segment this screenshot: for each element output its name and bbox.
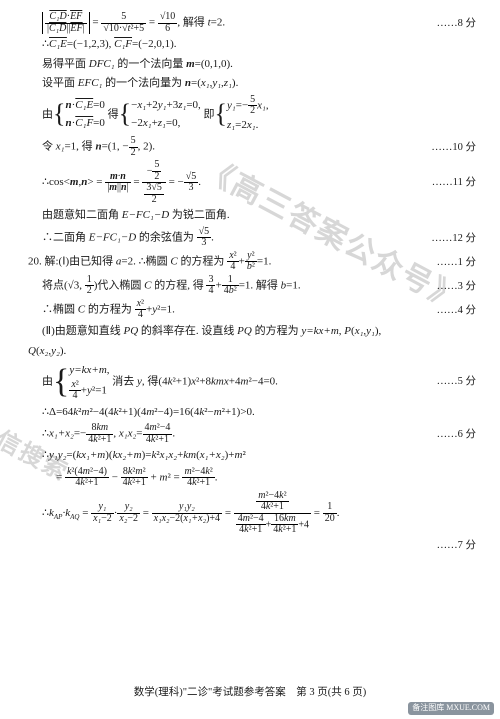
line-11: 将点(√3, 12)代入椭圆 C 的方程, 得 34+14b²=1. 解得 b=… [42,275,301,297]
line-1: C₁D·EF|C₁D||EF| = 5√10·√t²+5 = √106, 解得 … [42,12,225,34]
line-16: ∴x₁+x₂=−8km4k²+1, x₁x₂=4m²−44k²+1. [42,423,175,445]
line-19: ∴kAP·kAQ = y₁x₁−2·y₂x₂−2 = y₁y₂x₁x₂−2(x₁… [42,491,340,536]
score-6: ……6 分 [429,427,476,444]
line-5: 由{n·C₁E=0n·C₁F=0 得{−x₁+2y₁+3z₁=0,−2x₁+z₁… [42,95,269,135]
line-7: ∴cos<m,n> = m·n|m||n| = −523√52 = −√53. [42,160,201,205]
line-4: 设平面 EFC₁ 的一个法向量为 n=(x₁,y₁,z₁). [42,75,238,93]
line-13: (Ⅱ)由题意知直线 PQ 的斜率存在. 设直线 PQ 的方程为 y=kx+m, … [42,323,381,341]
line-8: 由题意知二面角 E−FC₁−D 为锐二面角. [42,207,230,225]
line-3: 易得平面 DFC₁ 的一个法向量 m=(0,1,0). [42,56,233,74]
score-5: ……5 分 [429,374,476,391]
score-7: ……7 分 [429,538,476,555]
line-12: ∴椭圆 C 的方程为 x²4+y²=1. [42,299,175,321]
line-9: ∴二面角 E−FC₁−D 的余弦值为 √53. [42,227,214,249]
line-17: ∴y₁y₂=(kx₁+m)(kx₂+m)=k²x₁x₂+km(x₁+x₂)+m² [42,447,246,465]
line-10: 20. 解:(Ⅰ)由已知得 a=2. ∴椭圆 C 的方程为 x²4+y²b²=1… [28,251,271,273]
page-footer: 数学(理科)"二诊"考试题参考答案 第 3 页(共 6 页) [0,684,500,699]
site-stamp: 备注图库 MXUE.COM [408,702,494,715]
score-8: ……8 分 [429,16,476,33]
score-1: ……1 分 [429,255,476,272]
line-2: ∴C₁E=(−1,2,3), C₁F=(−2,0,1). [42,36,177,54]
line-15: ∴Δ=64k²m²−4(4k²+1)(4m²−4)=16(4k²−m²+1)>0… [42,404,255,422]
page-content: C₁D·EF|C₁D||EF| = 5√10·√t²+5 = √106, 解得 … [0,0,500,555]
score-4: ……4 分 [429,303,476,320]
score-10: ……10 分 [423,140,476,157]
line-18: = k²(4m²−4)4k²+1 − 8k²m²4k²+1 + m² = m²−… [56,467,218,489]
score-11: ……11 分 [424,175,476,192]
score-12: ……12 分 [423,231,476,248]
score-3: ……3 分 [429,279,476,296]
line-6: 令 x₁=1, 得 n=(1, −52, 2). [42,136,155,158]
line-13b: Q(x₂,y₂). [28,343,66,361]
line-14: 由{y=kx+m,x²4+y²=1 消去 y, 得(4k²+1)x²+8kmx+… [42,362,278,402]
